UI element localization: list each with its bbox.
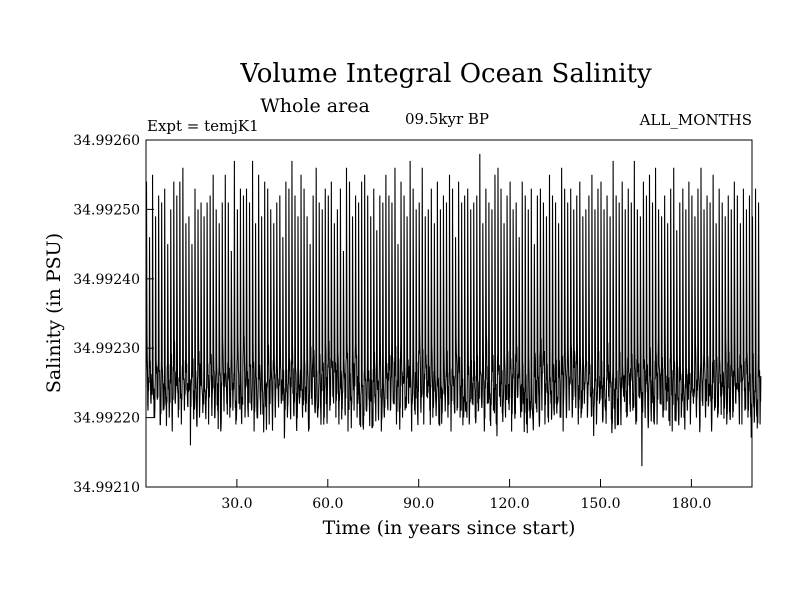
y-tick-label: 34.99230	[73, 341, 140, 357]
header-right: ALL_MONTHS	[639, 111, 752, 129]
header-center: 09.5kyr BP	[405, 110, 489, 128]
x-tick-label: 150.0	[580, 496, 620, 512]
chart-subtitle: Whole area	[260, 95, 370, 117]
x-tick-label: 120.0	[490, 496, 530, 512]
y-tick-label: 34.99210	[73, 480, 140, 496]
x-tick-label: 180.0	[671, 496, 711, 512]
y-tick-label: 34.99220	[73, 411, 140, 427]
plot-frame	[145, 139, 753, 488]
x-tick-label: 90.0	[403, 496, 434, 512]
series-line	[145, 153, 762, 467]
header-left: Expt = temjK1	[147, 117, 259, 135]
y-axis-label: Salinity (in PSU)	[43, 233, 65, 393]
x-tick-label: 60.0	[312, 496, 343, 512]
y-tick-label: 34.99260	[73, 133, 140, 149]
y-tick-label: 34.99250	[73, 202, 140, 218]
chart-title: Volume Integral Ocean Salinity	[239, 59, 652, 89]
y-tick-label: 34.99240	[73, 272, 140, 288]
ticks-layer: 30.0 60.0 90.0 120.0 150.0 180.0 34.99210 34.99…	[73, 133, 711, 512]
x-tick-label: 30.0	[221, 496, 252, 512]
data-layer	[145, 153, 762, 467]
x-axis-label: Time (in years since start)	[323, 517, 576, 539]
